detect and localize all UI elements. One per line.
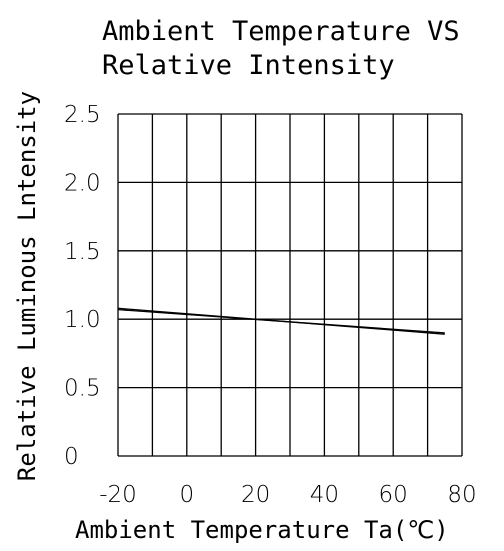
series-lines — [117, 307, 445, 335]
x-tick-label: 80 — [447, 482, 476, 508]
x-axis-label: Ambient Temperature Ta(℃) — [75, 516, 449, 544]
y-tick-label: 1.5 — [64, 239, 101, 265]
chart-title-line2: Relative Intensity — [102, 50, 395, 81]
grid — [117, 113, 463, 457]
x-tick-label: 20 — [241, 482, 270, 508]
series-line-2 — [117, 308, 445, 334]
x-tick-label: -20 — [99, 482, 137, 508]
y-tick-label: 2.0 — [64, 170, 101, 196]
x-tick-label: 0 — [179, 482, 194, 508]
y-tick-label: 2.5 — [64, 102, 101, 128]
x-tick-label: 40 — [310, 482, 339, 508]
y-axis-label: Relative Luminous Lntensity — [13, 91, 41, 481]
chart-title-line1: Ambient Temperature VS — [102, 16, 460, 47]
x-tick-label: 60 — [379, 482, 408, 508]
y-tick-labels: 0 0.5 1.0 1.5 2.0 2.5 — [64, 102, 101, 470]
y-tick-label: 1.0 — [64, 307, 101, 333]
x-tick-labels: -20 0 20 40 60 80 — [99, 482, 476, 508]
y-tick-label: 0.5 — [64, 376, 101, 402]
y-tick-label: 0 — [64, 444, 79, 470]
